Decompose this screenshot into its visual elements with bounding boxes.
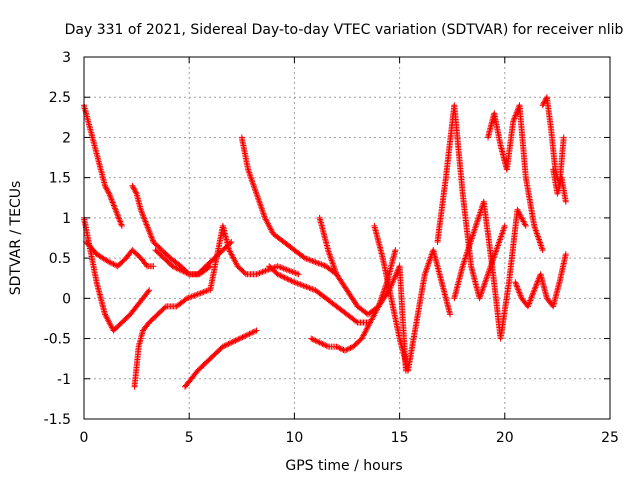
data-points <box>81 94 569 390</box>
grid <box>84 57 610 419</box>
point-marks <box>81 102 125 229</box>
series-arc-12 <box>316 214 409 374</box>
series-arc-10 <box>266 263 371 326</box>
point-marks <box>207 222 302 294</box>
series-arc-1 <box>81 102 125 229</box>
y-tick-label: 3 <box>62 50 71 66</box>
y-tick-label: 0.5 <box>49 251 71 267</box>
y-tick-label: -0.5 <box>44 332 71 348</box>
point-marks <box>371 222 454 374</box>
series-arc-7 <box>182 327 260 390</box>
series-arc-13 <box>371 222 454 374</box>
y-tick-label: 0 <box>62 291 71 307</box>
point-marks <box>238 134 340 278</box>
point-marks <box>266 263 371 326</box>
series-arc-3 <box>81 214 153 334</box>
plot-frame <box>83 56 611 420</box>
axis-ticks: 0 5 10 15 20 25 -1.5 -1 -0.5 0 0.5 1 1.5 2 2.5 3 <box>44 50 619 446</box>
y-tick-label: -1.5 <box>44 412 71 428</box>
x-tick-label: 0 <box>80 430 89 446</box>
x-tick-label: 20 <box>496 430 514 446</box>
x-tick-label: 10 <box>285 430 303 446</box>
point-marks <box>182 327 260 390</box>
series-arc-17 <box>512 251 569 310</box>
y-tick-label: 2.5 <box>49 90 71 106</box>
y-tick-label: 1 <box>62 211 71 227</box>
series-arc-9 <box>238 134 340 278</box>
y-tick-label: -1 <box>57 372 71 388</box>
series-arc-19 <box>550 166 569 205</box>
chart-title: Day 331 of 2021, Sidereal Day-to-day VTE… <box>65 22 624 38</box>
series-arc-16 <box>485 102 546 254</box>
point-marks <box>512 251 569 310</box>
series-arc-15 <box>451 198 529 342</box>
point-marks <box>485 102 546 254</box>
point-marks <box>316 214 409 374</box>
x-axis-label: GPS time / hours <box>285 458 402 474</box>
x-tick-label: 15 <box>391 430 409 446</box>
y-tick-label: 2 <box>62 130 71 146</box>
series-arc-5 <box>131 287 212 390</box>
point-marks <box>131 287 212 390</box>
y-axis-label: SDTVAR / TECUs <box>8 181 24 296</box>
series-arc-8 <box>207 222 302 294</box>
point-marks <box>550 166 569 205</box>
point-marks <box>81 214 153 334</box>
y-tick-label: 1.5 <box>49 171 71 187</box>
point-marks <box>451 198 529 342</box>
x-tick-label: 5 <box>185 430 194 446</box>
x-tick-label: 25 <box>601 430 619 446</box>
